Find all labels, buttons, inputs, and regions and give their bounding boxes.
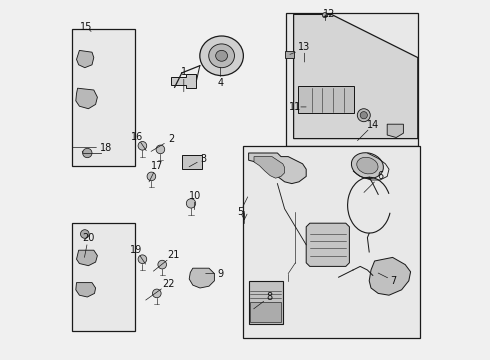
Text: 18: 18	[100, 143, 113, 153]
Text: 4: 4	[218, 78, 223, 88]
Bar	[298, 86, 354, 113]
Polygon shape	[387, 124, 403, 138]
Polygon shape	[369, 257, 411, 295]
Text: 5: 5	[237, 207, 243, 217]
Circle shape	[138, 141, 147, 150]
Text: 22: 22	[162, 279, 175, 289]
Circle shape	[186, 199, 196, 208]
Text: 7: 7	[391, 276, 397, 286]
Polygon shape	[189, 268, 215, 288]
Text: 20: 20	[82, 233, 95, 243]
Text: 9: 9	[218, 269, 224, 279]
Circle shape	[156, 145, 165, 154]
Polygon shape	[76, 50, 94, 68]
Ellipse shape	[216, 50, 227, 61]
Ellipse shape	[357, 157, 378, 174]
Bar	[286, 13, 418, 146]
Polygon shape	[248, 153, 306, 184]
Text: 13: 13	[298, 42, 311, 52]
Circle shape	[322, 13, 327, 18]
Text: 11: 11	[289, 102, 301, 112]
Circle shape	[147, 172, 156, 181]
Text: 8: 8	[267, 292, 272, 302]
Circle shape	[158, 260, 167, 269]
Text: 15: 15	[80, 22, 93, 32]
Circle shape	[360, 112, 368, 119]
Polygon shape	[76, 88, 98, 109]
Bar	[285, 51, 294, 58]
Polygon shape	[294, 14, 418, 139]
Circle shape	[152, 289, 161, 298]
Polygon shape	[306, 223, 349, 266]
Circle shape	[357, 109, 370, 122]
Text: 10: 10	[189, 191, 201, 201]
Polygon shape	[76, 250, 98, 266]
Ellipse shape	[351, 153, 383, 179]
Text: 2: 2	[168, 134, 174, 144]
Polygon shape	[76, 283, 96, 297]
Bar	[250, 302, 281, 322]
Text: 3: 3	[200, 154, 206, 164]
Text: 12: 12	[323, 9, 336, 19]
Circle shape	[83, 148, 92, 158]
Text: 17: 17	[150, 161, 163, 171]
Bar	[182, 155, 202, 169]
Bar	[72, 223, 135, 331]
Text: 14: 14	[368, 120, 380, 130]
Bar	[72, 29, 135, 166]
Text: 16: 16	[131, 132, 143, 142]
Bar	[248, 281, 283, 324]
Polygon shape	[171, 74, 196, 88]
Ellipse shape	[200, 36, 244, 76]
Circle shape	[138, 255, 147, 264]
Text: 21: 21	[168, 250, 180, 260]
Ellipse shape	[209, 44, 235, 68]
Text: 19: 19	[130, 245, 143, 255]
Bar	[243, 146, 419, 338]
Polygon shape	[254, 157, 285, 178]
Text: 6: 6	[377, 171, 383, 181]
Text: 1: 1	[181, 67, 187, 77]
Circle shape	[80, 230, 89, 238]
